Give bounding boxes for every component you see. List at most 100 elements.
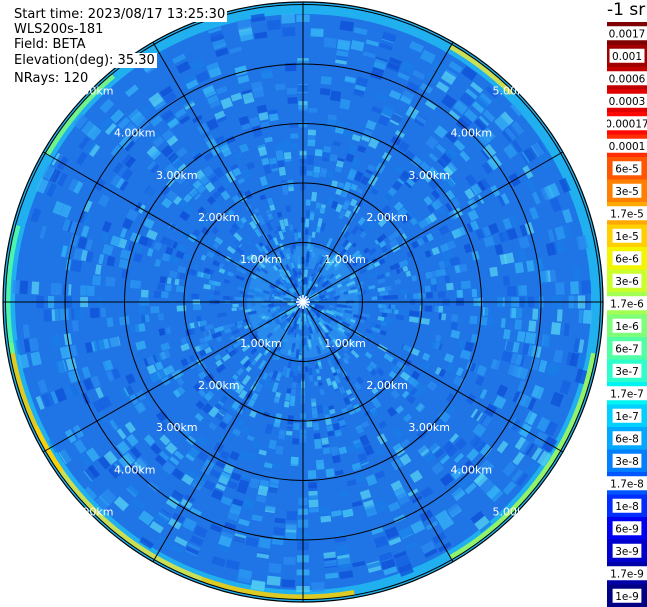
range-gate (306, 170, 313, 176)
range-gate (479, 478, 495, 494)
range-gate (27, 337, 40, 352)
range-gate (356, 376, 364, 385)
range-gate (276, 371, 283, 381)
range-gate (384, 526, 399, 540)
range-gate (204, 181, 216, 193)
range-gate (328, 333, 335, 341)
range-gate (553, 363, 562, 377)
range-gate (73, 181, 84, 195)
range-gate (283, 218, 289, 227)
range-gate (298, 354, 302, 360)
range-gate (424, 215, 434, 225)
range-gate (540, 187, 550, 201)
range-gate (399, 288, 408, 295)
range-gate (307, 470, 317, 479)
range-gate (177, 163, 188, 174)
range-gate (338, 330, 346, 337)
range-gate (246, 435, 255, 442)
range-gate (324, 321, 332, 329)
range-gate (368, 247, 377, 256)
colorbar-label: 0.0003 (609, 96, 646, 108)
range-gate (298, 342, 303, 353)
range-gate (35, 395, 45, 410)
range-gate (283, 400, 290, 408)
colorbar: 0.0017 0.001 0.0006 0.0003 0.00017 0.0001 6e-5… (607, 22, 647, 607)
range-gate (257, 214, 266, 226)
range-gate (280, 319, 290, 329)
range-gate (364, 504, 378, 518)
range-gate (351, 134, 362, 142)
range-gate (264, 315, 270, 321)
ring-label: 1.00km (240, 337, 282, 350)
range-gate (308, 107, 318, 113)
range-gate (394, 555, 411, 569)
range-gate (331, 180, 339, 188)
range-gate (60, 203, 72, 218)
range-gate (110, 144, 123, 158)
range-gate (140, 103, 154, 116)
range-gate (360, 175, 370, 186)
range-gate (572, 266, 582, 281)
range-gate (328, 304, 335, 309)
range-gate (503, 252, 515, 265)
range-gate (542, 334, 552, 347)
range-gate (196, 315, 202, 322)
range-gate (576, 353, 587, 369)
range-gate (164, 284, 172, 292)
colorbar-label-bg (612, 161, 642, 176)
range-gate (323, 551, 336, 559)
range-gate (464, 341, 475, 352)
range-gate (118, 258, 130, 270)
range-gate (354, 84, 366, 92)
range-gate (430, 340, 441, 350)
range-gate (334, 127, 345, 135)
range-gate (365, 473, 378, 487)
range-gate (158, 327, 166, 336)
range-gate (424, 548, 438, 559)
range-gate (470, 182, 484, 196)
range-gate (282, 139, 291, 145)
range-gate (381, 312, 388, 318)
range-gate (79, 285, 87, 296)
range-gate (371, 326, 381, 334)
colorbar-label-bg (607, 566, 647, 581)
range-gate (302, 283, 308, 295)
range-gate (144, 185, 158, 199)
range-gate (92, 275, 102, 286)
range-gate (308, 309, 316, 318)
colorbar-label: 3e-8 (615, 456, 639, 468)
range-gate (494, 115, 510, 131)
range-gate (208, 66, 222, 79)
range-gate (295, 349, 300, 359)
range-gate (245, 536, 259, 548)
range-gate (373, 535, 389, 549)
range-gate (463, 243, 473, 254)
range-gate (396, 491, 410, 506)
range-gate (264, 347, 271, 354)
range-gate (326, 118, 337, 131)
range-gate (276, 342, 284, 352)
range-gate (235, 246, 245, 255)
range-gate (143, 217, 155, 230)
range-gate (131, 242, 143, 254)
range-gate (295, 333, 300, 340)
range-gate (450, 321, 458, 330)
range-gate (304, 366, 309, 372)
range-gate (127, 108, 143, 124)
range-gate (337, 209, 346, 220)
range-gate (159, 508, 172, 519)
range-gate (284, 531, 297, 541)
range-gate (337, 557, 352, 569)
range-gate (479, 388, 488, 400)
range-gate (240, 355, 250, 365)
range-gate (293, 282, 298, 288)
range-gate (230, 92, 243, 102)
colorbar-label-bg (612, 453, 642, 468)
range-gate (179, 272, 186, 280)
range-gate (322, 447, 331, 455)
range-gate (200, 254, 207, 261)
range-gate (117, 116, 131, 130)
range-gate (315, 345, 322, 355)
range-gate (360, 312, 371, 318)
range-gate (308, 481, 318, 489)
